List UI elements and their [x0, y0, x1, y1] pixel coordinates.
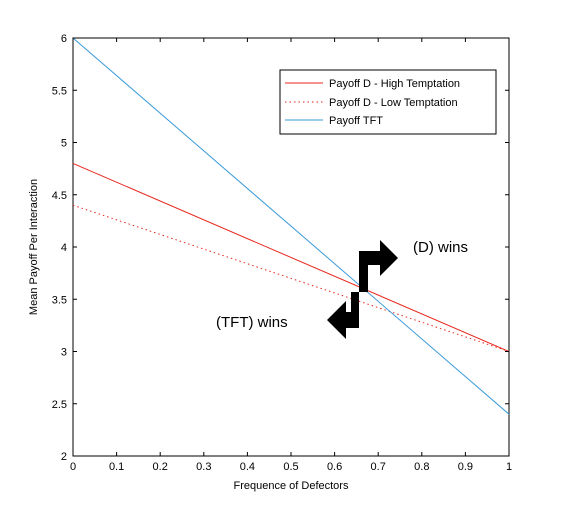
annotation-layer: (D) wins (TFT) wins — [216, 239, 468, 339]
x-tick-label: 0.4 — [240, 461, 255, 473]
y-tick-label: 5 — [61, 138, 67, 150]
x-tick-label: 0.8 — [414, 461, 429, 473]
x-tick-label: 0.9 — [458, 461, 473, 473]
x-tick-label: 0.6 — [327, 461, 342, 473]
y-tick-label: 4.5 — [52, 190, 67, 202]
series-line-2 — [72, 37, 510, 415]
x-tick-label: 0.7 — [371, 461, 386, 473]
x-tick-label: 0 — [70, 461, 76, 473]
ticks-layer: 0 0.1 0.2 0.3 0.4 0.5 0.6 0.7 0.8 0.9 1 2 2.5 3 3.5 4 4.… — [52, 33, 512, 473]
x-axis-label: Frequence of Defectors — [234, 480, 349, 492]
x-tick-label: 0.5 — [283, 461, 298, 473]
annotation-d-wins: (D) wins — [413, 239, 468, 256]
annotation-tft-wins: (TFT) wins — [216, 314, 288, 331]
y-tick-label: 6 — [61, 33, 67, 45]
series-line-0 — [72, 162, 510, 352]
y-tick-label: 3 — [61, 347, 67, 359]
legend: Payoff D - High Temptation Payoff D - Lo… — [279, 69, 497, 135]
legend-box — [279, 69, 497, 135]
y-tick-label: 2.5 — [52, 399, 67, 411]
legend-entry-low: Payoff D - Low Temptation — [329, 97, 458, 109]
arrow-left-icon — [327, 292, 359, 339]
x-tick-label: 0.3 — [196, 461, 211, 473]
x-tick-label: 1 — [506, 461, 512, 473]
legend-entry-high: Payoff D - High Temptation — [329, 78, 460, 90]
x-tick-label: 0.1 — [109, 461, 124, 473]
series-line-1 — [72, 204, 510, 352]
x-tick-label: 0.2 — [153, 461, 168, 473]
y-tick-label: 4 — [61, 242, 67, 254]
y-tick-label: 3.5 — [52, 294, 67, 306]
legend-entry-tft: Payoff TFT — [329, 115, 383, 127]
plot-area: 0 0.1 0.2 0.3 0.4 0.5 0.6 0.7 0.8 0.9 1 2 2.5 3 3.5 4 4.… — [52, 33, 512, 473]
series-layer — [72, 37, 510, 415]
y-tick-label: 2 — [61, 451, 67, 463]
y-axis-label: Mean Payoff Per Interaction — [28, 179, 40, 315]
arrow-right-icon — [359, 240, 398, 292]
y-tick-label: 5.5 — [52, 85, 67, 97]
